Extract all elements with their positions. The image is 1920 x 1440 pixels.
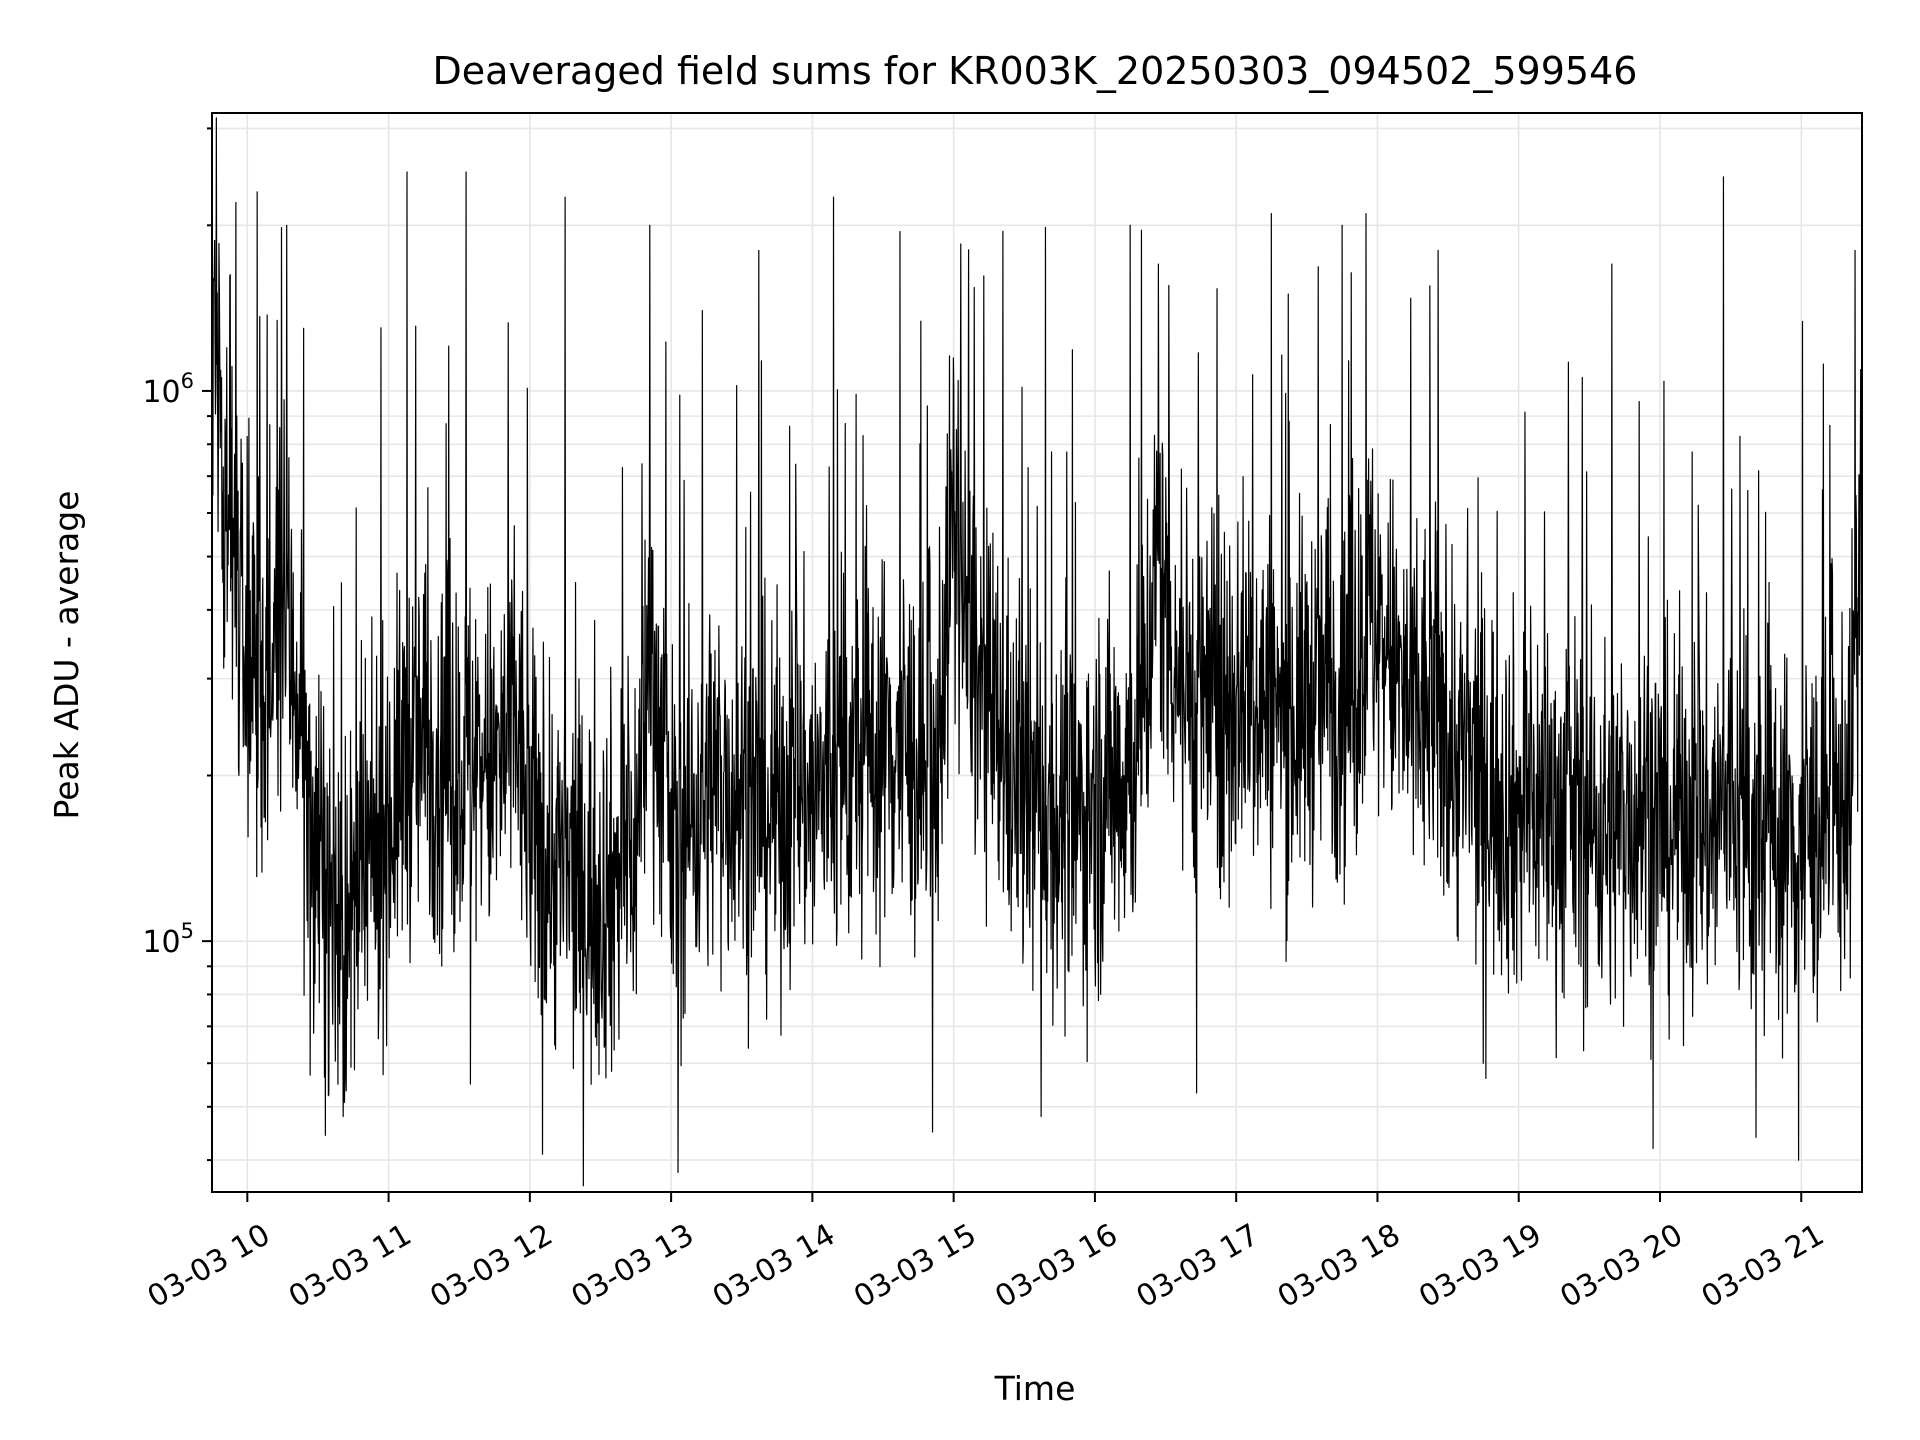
plot-area-frame	[211, 112, 1863, 1193]
y-tick-label-base: 10	[142, 925, 180, 960]
data-layer	[211, 117, 1863, 1187]
y-axis-title: Peak ADU - average	[47, 491, 86, 820]
y-tick-label-exponent: 6	[181, 369, 194, 393]
chart-title: Deaveraged field sums for KR003K_2025030…	[433, 49, 1638, 93]
x-axis-title: Time	[994, 1369, 1076, 1408]
y-tick-label: 106	[142, 369, 194, 410]
y-tick-label-exponent: 5	[181, 919, 194, 943]
y-tick-label-base: 10	[142, 375, 180, 410]
series-line	[211, 117, 1863, 1187]
y-tick-label: 105	[142, 919, 194, 960]
